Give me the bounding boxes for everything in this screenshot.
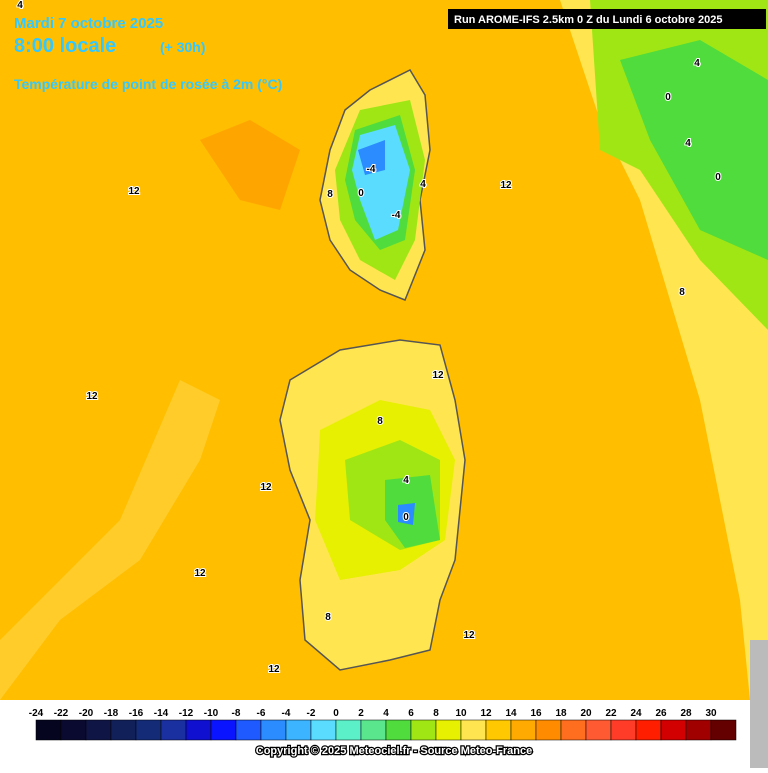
contour-label: 12 [432, 370, 444, 381]
legend-swatch [210, 719, 237, 741]
legend-label: -14 [154, 708, 169, 719]
legend-swatch [160, 719, 187, 741]
legend-label: 20 [580, 708, 592, 719]
orange-zone [200, 120, 300, 210]
light-zone [0, 380, 220, 700]
legend-swatch [710, 719, 737, 741]
contour-label: -4 [367, 164, 376, 175]
legend-swatch [560, 719, 587, 741]
legend-label: 22 [605, 708, 617, 719]
legend-label: 0 [333, 708, 339, 719]
legend-swatch [610, 719, 637, 741]
legend-swatch [310, 719, 337, 741]
legend-label: -18 [104, 708, 119, 719]
contour-label: 12 [194, 568, 206, 579]
contour-label: 8 [377, 416, 383, 427]
contour-label: 4 [17, 0, 23, 11]
legend-swatch [35, 719, 62, 741]
lead: (+ 30h) [160, 39, 206, 55]
contour-label: 12 [128, 186, 140, 197]
legend-swatch [285, 719, 312, 741]
legend-label: 2 [358, 708, 364, 719]
legend-label: -24 [29, 708, 44, 719]
title: Température de point de rosée à 2m (°C) [14, 76, 282, 92]
legend-swatch [85, 719, 112, 741]
contour-label: 4 [403, 475, 409, 486]
legend-swatch [385, 719, 412, 741]
contour-label: 12 [463, 630, 475, 641]
legend-label: -12 [179, 708, 194, 719]
legend-label: 10 [455, 708, 467, 719]
legend-label: 28 [680, 708, 692, 719]
contour-label: 12 [86, 391, 98, 402]
legend-label: -2 [307, 708, 316, 719]
legend-swatch [110, 719, 137, 741]
green-zone [620, 40, 768, 260]
legend-label: 4 [383, 708, 389, 719]
legend-swatch [485, 719, 512, 741]
run-box [448, 9, 766, 29]
legend-label: 18 [555, 708, 567, 719]
contour-label: 0 [665, 92, 671, 103]
legend-swatch [460, 719, 487, 741]
legend-swatch [660, 719, 687, 741]
corsica-cold [358, 140, 385, 175]
contour-label: 4 [420, 179, 426, 190]
legend-swatch [235, 719, 262, 741]
legend-label: -10 [204, 708, 219, 719]
outside-domain [750, 640, 768, 768]
contour-label: 4 [685, 138, 691, 149]
contour-label: 12 [500, 180, 512, 191]
legend-swatch [260, 719, 287, 741]
legend-swatch [60, 719, 87, 741]
legend-swatch [335, 719, 362, 741]
contour-labels: 4 12 12 12 12 12 12 12 12 8 4 0 4 0 8 0 -4 -4 4 8 4 0 8 [16, 0, 722, 676]
sardinia-cold [398, 503, 415, 525]
legend-label: -6 [257, 708, 266, 719]
legend-swatch [360, 719, 387, 741]
legend-label: 30 [705, 708, 717, 719]
legend-label: 14 [505, 708, 517, 719]
contour-label: 8 [679, 287, 685, 298]
legend-swatch [510, 719, 537, 741]
legend-swatch [635, 719, 662, 741]
legend-label: 8 [433, 708, 439, 719]
legend-swatch [410, 719, 437, 741]
contour-label: 0 [715, 172, 721, 183]
time: 8:00 locale [14, 35, 116, 57]
legend-label: -22 [54, 708, 69, 719]
legend-label: -8 [232, 708, 241, 719]
contour-label: 12 [268, 664, 280, 675]
legend-label: 6 [408, 708, 414, 719]
date: Mardi 7 octobre 2025 [14, 15, 163, 32]
contour-label: 0 [358, 188, 364, 199]
legend-label: 24 [630, 708, 642, 719]
legend: -24 -22 -20 -18 -16 -14 -12 -10 -8 -6 -4 -2 0 2 4 6 8 10 1… [29, 708, 737, 741]
legend-swatch [535, 719, 562, 741]
legend-label: -4 [282, 708, 291, 719]
legend-swatch [685, 719, 712, 741]
legend-swatch [185, 719, 212, 741]
legend-swatch [435, 719, 462, 741]
legend-label: -16 [129, 708, 144, 719]
copyright: Copyright © 2025 Meteociel.fr - Source M… [256, 745, 532, 757]
contour-label: 0 [403, 512, 409, 523]
legend-label: 16 [530, 708, 542, 719]
legend-label: 26 [655, 708, 667, 719]
contour-label: -4 [392, 210, 401, 221]
legend-label: -20 [79, 708, 94, 719]
contour-label: 8 [325, 612, 331, 623]
run: Run AROME-IFS 2.5km 0 Z du Lundi 6 octob… [454, 14, 723, 26]
contour-label: 4 [694, 58, 700, 69]
legend-swatch [135, 719, 162, 741]
legend-label: 12 [480, 708, 492, 719]
contour-label: 8 [327, 189, 333, 200]
contour-label: 12 [260, 482, 272, 493]
legend-swatch [585, 719, 612, 741]
